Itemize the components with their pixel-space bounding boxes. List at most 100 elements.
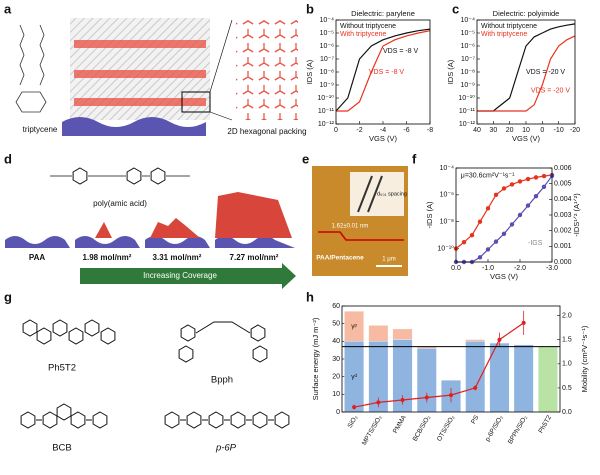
annotation: VDS = -20 V — [526, 69, 565, 76]
paa-layer — [5, 236, 70, 248]
y-axis-label: -IDS (A) — [425, 201, 434, 229]
bar-segment — [465, 339, 486, 342]
x-tick-label: 40 — [473, 127, 481, 134]
panel-label: h — [306, 289, 314, 304]
data-point — [352, 405, 357, 410]
bar-segment — [392, 328, 413, 340]
x-tick-label: BPPh/SiO₂ — [507, 414, 529, 445]
bar-segment — [344, 311, 364, 342]
ring — [84, 319, 100, 337]
bar-segment — [416, 348, 437, 413]
coverage-arrow — [80, 263, 296, 289]
x-tick-label: MPTS/SiO₂ — [361, 414, 384, 447]
y-tick-label: 10⁻⁴ — [440, 165, 455, 172]
x-tick-label: BCB/SiO₂ — [412, 414, 433, 443]
legend-entry: With triptycene — [340, 31, 386, 38]
y-tick-label: 10⁻⁶ — [461, 43, 475, 50]
y-tick-label: 10⁻⁹ — [320, 82, 334, 89]
y2-tick-label: 0.005 — [554, 181, 572, 188]
data-point — [497, 337, 502, 342]
molecule-label: triptycene — [23, 125, 58, 134]
ring — [230, 411, 246, 429]
ring — [100, 327, 116, 345]
ring — [56, 403, 72, 421]
y2-tick-label: 0.001 — [554, 243, 572, 250]
y-tick-label: 10 — [332, 391, 340, 398]
ring — [252, 345, 268, 363]
data-point — [501, 231, 507, 236]
x-tick-label: 0.0 — [451, 265, 461, 272]
ring — [252, 411, 268, 429]
stage-label: PAA — [29, 253, 46, 262]
x-tick-label: 10 — [522, 127, 530, 134]
annotation: -IGS — [528, 240, 543, 247]
chart-title: Dielectric: polyimide — [493, 9, 560, 18]
ring — [274, 411, 290, 429]
x-tick-label: -3.0 — [546, 265, 558, 272]
x-tick-label: -2 — [356, 127, 362, 134]
y-tick-label: 10⁻⁶ — [320, 43, 334, 50]
data-point — [461, 239, 467, 245]
molecule — [367, 175, 383, 213]
panel-label: d — [4, 151, 12, 166]
y2-axis-label: Mobility (cm²V⁻¹s⁻¹) — [580, 325, 589, 392]
zoom-box — [181, 91, 211, 113]
y2-tick-label: 1.0 — [562, 361, 572, 368]
triptycene-rows — [74, 40, 206, 106]
data-point — [541, 184, 547, 189]
sample-label: PAA/Pentacene — [316, 255, 364, 262]
y-tick-label: 60 — [332, 303, 340, 310]
y-tick-label: 10⁻¹⁰ — [437, 244, 454, 252]
data-point — [477, 219, 483, 224]
x-tick-label: 0 — [540, 127, 544, 134]
y-tick-label: 10⁻⁹ — [461, 82, 475, 89]
panel-label: a — [4, 1, 12, 16]
ring — [70, 411, 86, 429]
data-point — [525, 176, 531, 182]
data-point — [376, 400, 381, 405]
substrate — [62, 117, 206, 136]
pentacene-islands — [95, 192, 292, 238]
annotation: VDS = -8 V — [383, 48, 419, 55]
data-line — [353, 322, 525, 408]
y-tick-label: 10⁻⁴ — [320, 17, 335, 24]
molecule-name: p-6P — [215, 443, 237, 454]
ring — [250, 324, 266, 342]
y-tick-label: 50 — [332, 321, 340, 328]
annotation: VDS = -8 V — [369, 69, 405, 76]
y2-tick-label: 0.006 — [554, 165, 572, 172]
data-point — [493, 192, 499, 198]
bar-label: γᵖ — [351, 323, 357, 330]
ring — [186, 411, 202, 429]
x-tick-label: 0 — [334, 127, 338, 134]
x-tick-label: p-6P/SiO₂ — [484, 414, 505, 443]
x-tick-label: OTS/SiO₂ — [436, 414, 457, 443]
y-axis-label: Surface energy (mJ m⁻²) — [311, 317, 320, 400]
x-tick-label: -1.0 — [482, 265, 494, 272]
data-point — [541, 173, 547, 179]
ring — [20, 411, 36, 429]
molecule-name: Ph5T2 — [48, 363, 76, 374]
ring — [150, 167, 166, 185]
y-tick-label: 10⁻⁵ — [461, 30, 475, 37]
data-point — [525, 203, 531, 208]
x-tick-label: -8 — [427, 127, 433, 134]
y-tick-label: 20 — [332, 374, 340, 381]
y-tick-label: 10⁻⁷ — [320, 56, 334, 63]
panel-g-art — [20, 319, 290, 429]
data-point — [485, 247, 491, 252]
data-point — [509, 222, 515, 227]
data-line — [477, 35, 576, 112]
legend-entry: With triptycene — [481, 31, 527, 38]
panel-label: b — [306, 1, 314, 16]
paa-layer — [215, 236, 295, 248]
bar-segment — [465, 341, 486, 413]
x-tick-label: PMMA — [392, 414, 408, 435]
x-tick-label: SiO₂ — [347, 414, 360, 429]
alkyl-chains — [19, 24, 45, 86]
ring — [208, 411, 224, 429]
data-point — [493, 239, 499, 244]
ring — [52, 319, 68, 337]
y2-tick-label: 0.004 — [554, 196, 572, 203]
plot-frame — [341, 305, 561, 413]
